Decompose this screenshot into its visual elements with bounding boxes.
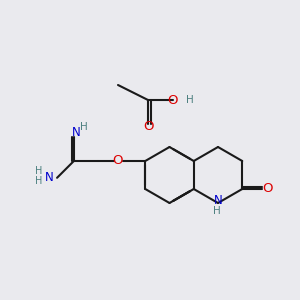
Text: N: N [71, 126, 80, 139]
Text: H: H [213, 206, 221, 216]
Text: O: O [262, 182, 273, 196]
Text: H: H [186, 95, 194, 105]
Text: O: O [143, 119, 153, 133]
Text: H: H [35, 176, 43, 186]
Text: H: H [80, 122, 88, 132]
Text: O: O [112, 154, 123, 167]
Text: O: O [168, 94, 178, 106]
Text: H: H [35, 166, 43, 176]
Text: N: N [214, 194, 222, 206]
Text: N: N [45, 171, 53, 184]
